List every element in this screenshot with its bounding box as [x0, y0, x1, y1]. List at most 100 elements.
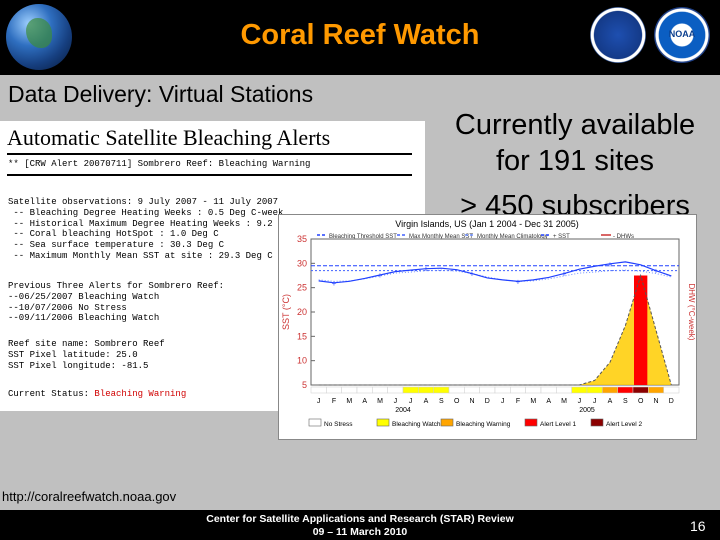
month-label: D [669, 398, 674, 405]
month-label: A [424, 398, 429, 405]
month-label: A [362, 398, 367, 405]
alert-text-line: --10/07/2006 No Stress [8, 302, 127, 313]
year-label: 2004 [395, 407, 411, 414]
virtual-station-chart: Virgin Islands, US (Jan 1 2004 - Dec 31 … [278, 214, 697, 440]
availability-line: for 191 sites [496, 145, 654, 177]
status-bar [341, 386, 358, 394]
alert-text-line: SST Pixel latitude: 25.0 [8, 349, 138, 360]
month-label: N [469, 398, 474, 405]
status-legend-entry: Bleaching Warning [456, 421, 511, 428]
slide-footer: Center for Satellite Applications and Re… [0, 510, 720, 540]
status-legend-swatch [376, 418, 390, 427]
status-legend-entry: Alert Level 1 [540, 421, 577, 428]
legend-entry: Max Monthly Mean SST [409, 234, 473, 240]
month-label: S [623, 398, 628, 405]
month-label: N [653, 398, 658, 405]
availability-line: Currently available [454, 109, 696, 141]
crw-url[interactable]: http://coralreefwatch.noaa.gov [2, 489, 177, 504]
sst-point: + [516, 277, 521, 286]
alert-text-line: -- Bleaching Degree Heating Weeks : 0.5 … [8, 207, 284, 218]
alert-text-line: SST Pixel longitude: -81.5 [8, 360, 149, 371]
status-bar [494, 386, 511, 394]
status-bar [571, 386, 588, 394]
footer-line: Center for Satellite Applications and Re… [206, 513, 514, 525]
status-bar [479, 386, 496, 394]
alert-title: Automatic Satellite Bleaching Alerts [7, 125, 331, 150]
sst-point: + [562, 270, 567, 279]
alert-text-line: Reef site name: Sombrero Reef [8, 339, 165, 349]
nasa-logo [590, 7, 646, 63]
chart-svg: Virgin Islands, US (Jan 1 2004 - Dec 31 … [281, 219, 696, 428]
alert-text-line: --06/25/2007 Bleaching Watch [8, 291, 160, 302]
month-label: S [439, 398, 444, 405]
alert-text-line: -- Sea surface temperature : 30.3 Deg C [8, 240, 225, 251]
status-bar [356, 386, 373, 394]
month-label: F [516, 398, 520, 405]
footer-line: 09 – 11 March 2010 [312, 526, 408, 538]
slide-subtitle: Data Delivery: Virtual Stations [8, 81, 314, 107]
current-status: Current Status: Bleaching Warning [8, 389, 187, 399]
y-tick-label: 25 [297, 283, 307, 293]
month-label: O [638, 398, 644, 405]
status-bar [556, 386, 572, 394]
alert-text-line: Satellite observations: 9 July 2007 - 11… [8, 197, 279, 207]
month-label: J [501, 398, 505, 405]
month-label: J [578, 398, 582, 405]
status-bar [617, 386, 634, 394]
alert-text-line: -- Coral bleaching HotSpot : 1.0 Deg C [8, 229, 219, 240]
month-label: M [530, 398, 536, 405]
month-label: J [394, 398, 398, 405]
globe-icon [6, 4, 72, 70]
sst-point: + [378, 271, 383, 280]
month-label: M [346, 398, 352, 405]
month-label: F [332, 398, 336, 405]
status-bar [510, 386, 526, 394]
sst-point: + [608, 260, 613, 269]
status-bar [402, 386, 419, 394]
alert-text-line: Previous Three Alerts for Sombrero Reef: [8, 281, 225, 291]
status-bar [310, 386, 327, 394]
y-tick-label: 5 [302, 380, 307, 390]
y-tick-label: 15 [297, 331, 307, 341]
sst-point: + [332, 279, 337, 288]
month-label: J [317, 398, 321, 405]
chart-title: Virgin Islands, US (Jan 1 2004 - Dec 31 … [395, 219, 578, 229]
month-label: D [485, 398, 490, 405]
alert-header-line: ** [CRW Alert 20070711] Sombrero Reef: B… [8, 159, 311, 169]
status-bar [586, 386, 603, 394]
y-tick-label: 20 [297, 307, 307, 317]
month-label: M [377, 398, 383, 405]
status-bar [663, 386, 680, 394]
slide-title: Coral Reef Watch [240, 19, 480, 51]
status-value: Bleaching Warning [94, 389, 187, 399]
status-bar [648, 386, 664, 394]
alert-text-line: --09/11/2006 Bleaching Watch [8, 313, 160, 324]
slide-header: Coral Reef Watch [0, 0, 720, 75]
status-legend-entry: Alert Level 2 [606, 421, 643, 428]
status-bar [525, 386, 542, 394]
status-legend-entry: No Stress [324, 421, 353, 428]
dhw-area [318, 275, 672, 385]
y-axis-label: SST (°C) [281, 294, 291, 330]
climatology-line [318, 269, 672, 282]
status-bar [602, 386, 618, 394]
availability-text: Currently available for 191 sites > 450 … [430, 107, 720, 224]
status-bar [433, 386, 450, 394]
month-label: J [409, 398, 413, 405]
month-label: J [593, 398, 597, 405]
legend-entry: Monthly Mean Climatology [477, 234, 548, 240]
status-legend-swatch [308, 418, 322, 427]
sst-point: + [424, 265, 429, 274]
status-legend-swatch [440, 418, 454, 427]
alert-text-line: -- Maximum Monthly Mean SST at site : 29… [8, 251, 273, 261]
status-bar [448, 386, 465, 394]
status-bar [372, 386, 388, 394]
sst-point: + [654, 267, 659, 276]
month-label: M [561, 398, 567, 405]
sst-line [318, 261, 672, 284]
month-label: O [454, 398, 460, 405]
year-label: 2005 [579, 407, 595, 414]
y-tick-label: 30 [297, 258, 307, 268]
noaa-logo [654, 7, 710, 63]
status-legend-swatch [524, 418, 538, 427]
